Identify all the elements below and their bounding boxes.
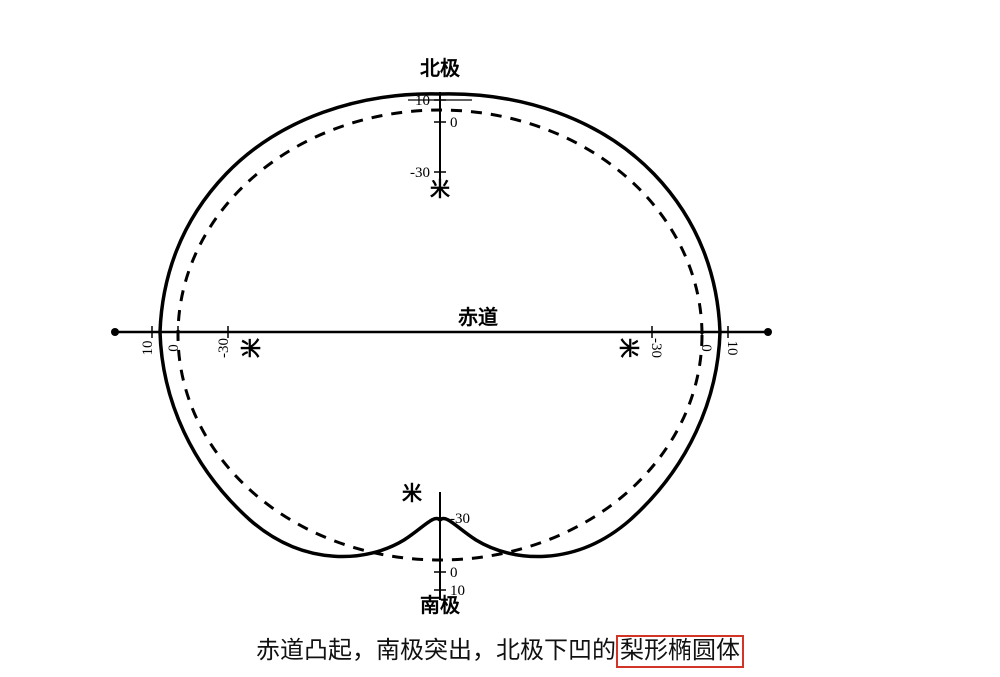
svg-text:-30: -30 [450, 511, 470, 527]
svg-text:米: 米 [402, 482, 423, 505]
svg-text:0: 0 [450, 115, 458, 131]
caption-line: 赤道凸起，南极突出，北极下凹的梨形椭圆体 [0, 630, 1000, 668]
caption-text: 赤道凸起，南极突出，北极下凹的 [256, 638, 616, 664]
svg-text:0: 0 [450, 565, 458, 581]
earth-pear-diagram: 北极南极赤道100-30米-30010米100-30米100-30米 [0, 0, 1000, 620]
svg-text:赤道: 赤道 [458, 305, 498, 329]
svg-text:米: 米 [430, 178, 451, 201]
svg-text:米: 米 [240, 337, 263, 358]
svg-text:-30: -30 [410, 165, 430, 181]
svg-text:-30: -30 [216, 338, 232, 358]
svg-text:10: 10 [415, 93, 430, 109]
page: 北极南极赤道100-30米-30010米100-30米100-30米 赤道凸起，… [0, 0, 1000, 677]
svg-text:北极: 北极 [420, 56, 461, 80]
svg-text:10: 10 [724, 341, 740, 356]
caption-highlight: 梨形椭圆体 [616, 635, 744, 668]
svg-text:10: 10 [450, 583, 465, 599]
svg-text:0: 0 [166, 344, 182, 352]
svg-text:-30: -30 [648, 338, 664, 358]
svg-text:米: 米 [617, 338, 640, 359]
svg-text:0: 0 [698, 344, 714, 352]
svg-text:10: 10 [140, 341, 156, 356]
